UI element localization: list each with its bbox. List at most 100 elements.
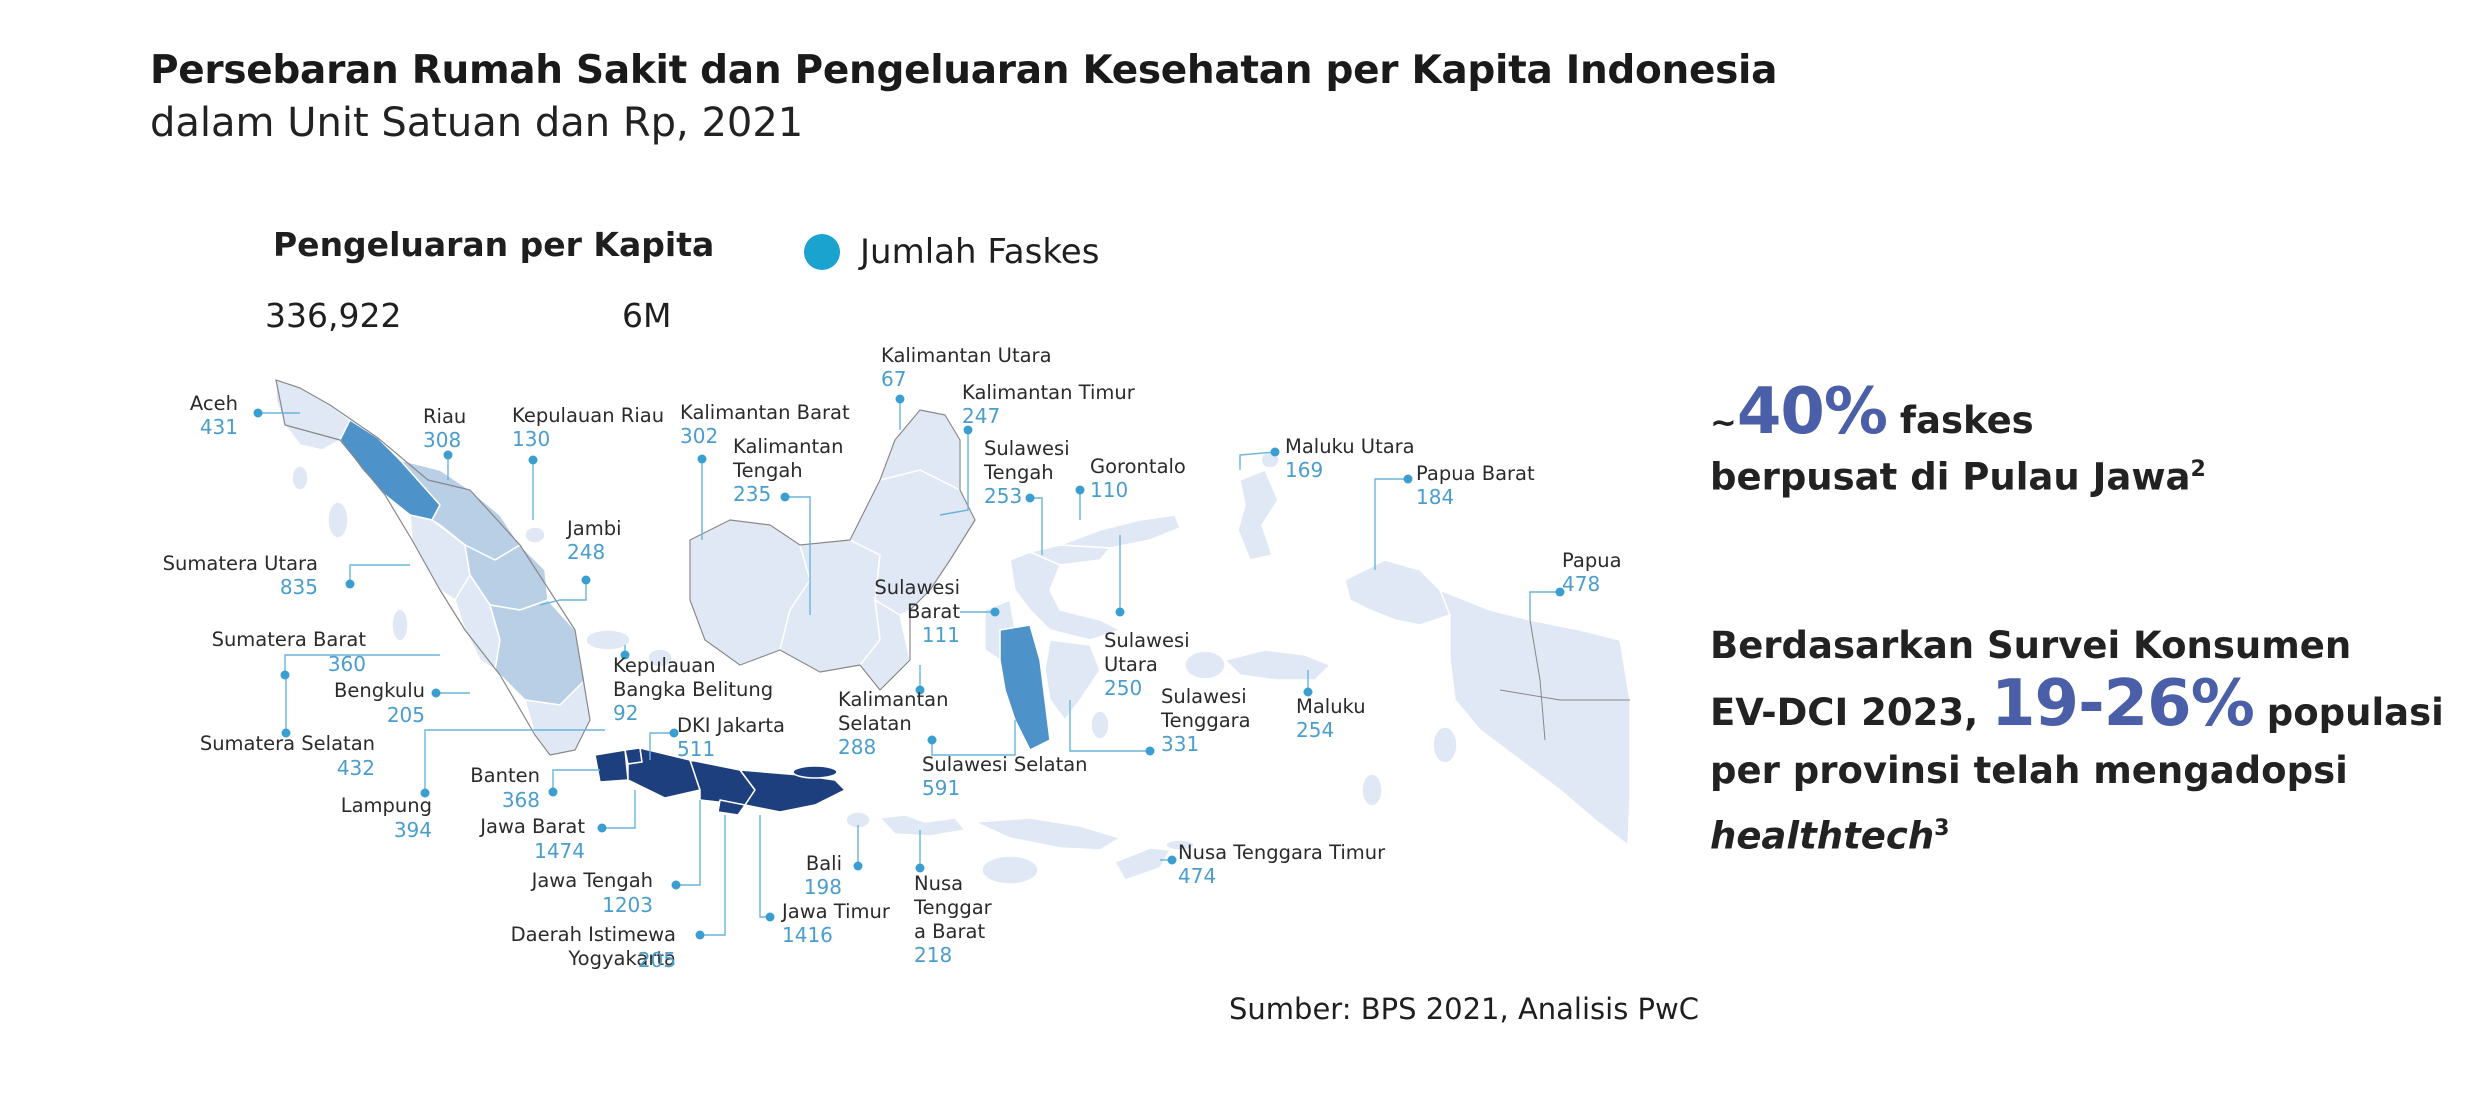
stat2-line2-a: EV-DCI 2023, <box>1710 691 1979 734</box>
map-label-value-maluku-utara: 169 <box>1285 458 1323 482</box>
region-papua-barat <box>1344 559 1451 626</box>
map-label-name-jawa-tengah: Jawa Tengah <box>530 869 653 892</box>
map-marker-dki-jakarta <box>669 728 679 738</box>
island-madura <box>792 765 838 779</box>
stat-java-concentration: ~40% faskes berpusat di Pulau Jawa2 <box>1710 380 2206 501</box>
map-label-name-banten: Banten <box>470 764 540 787</box>
map-label-value-jawa-barat: 1474 <box>534 839 585 863</box>
map-marker-sumatera-barat <box>280 670 290 680</box>
map-marker-kalimantan-utara <box>895 394 905 404</box>
map-marker-bali <box>853 861 863 871</box>
map-marker-banten <box>548 787 558 797</box>
region-sumatera-selatan <box>489 599 586 706</box>
map-label-name-jambi: Jambi <box>565 517 622 540</box>
map-label-value-lampung: 394 <box>394 818 432 842</box>
sumatra-outline <box>275 379 591 756</box>
map-marker-maluku <box>1303 687 1313 697</box>
island-simeulue <box>291 465 309 491</box>
map-marker-sulawesi-barat <box>990 607 1000 617</box>
legend-min-value: 336,922 <box>265 296 402 335</box>
map-marker-jawa-barat <box>597 823 607 833</box>
map-label-value-kalimantan-utara: 67 <box>881 367 906 391</box>
map-label-value-kalimantan-tengah: 235 <box>733 482 771 506</box>
stat1-tilde: ~ <box>1710 403 1737 441</box>
map-marker-sulawesi-utara <box>1115 607 1125 617</box>
region-sulawesi-tenggara <box>1044 639 1101 721</box>
map-label-value-jawa-timur: 1416 <box>782 923 833 947</box>
map-label-value-kalimantan-selatan: 288 <box>838 735 876 759</box>
map-label-name-papua: Papua <box>1562 549 1622 572</box>
map-regions <box>275 379 1631 885</box>
map-label-value-kepulauan-riau: 130 <box>512 427 550 451</box>
stat-healthtech-adoption: Berdasarkan Survei Konsumen EV-DCI 2023,… <box>1710 617 2444 865</box>
map-marker-papua-barat <box>1403 474 1413 484</box>
map-marker-sulawesi-tengah <box>1025 493 1035 503</box>
map-label-name-sumatera-utara: Sumatera Utara <box>163 552 318 575</box>
map-label-name-bali: Bali <box>806 852 842 875</box>
island-belitung <box>647 648 673 668</box>
map-label-value-jambi: 248 <box>567 540 605 564</box>
map-label-name-papua-barat: Papua Barat <box>1416 462 1535 485</box>
stat1-line2: berpusat di Pulau Jawa <box>1710 455 2191 499</box>
map-label-name-sulawesi-utara: Sulawesi Utara <box>1104 629 1190 676</box>
map-marker-papua <box>1555 587 1565 597</box>
map-label-name-gorontalo: Gorontalo <box>1090 455 1186 478</box>
region-nusa-tenggara-barat <box>879 814 966 837</box>
stat1-footnote: 2 <box>2190 457 2206 482</box>
map-label-name-kalimantan-utara: Kalimantan Utara <box>881 344 1052 367</box>
island-timor <box>1114 847 1171 881</box>
region-sulawesi-utara <box>1059 514 1181 549</box>
map-label-value-papua-barat: 184 <box>1416 485 1454 509</box>
region-daerah-istimewa-yogyakarta <box>717 799 746 816</box>
map-marker-kepulauan-riau <box>528 455 538 465</box>
stat1-percentage: 40% <box>1736 375 1888 449</box>
map-marker-gorontalo <box>1075 485 1085 495</box>
map-label-value-nusa-tenggara-timur: 474 <box>1178 864 1216 888</box>
map-label-value-sulawesi-selatan: 591 <box>922 776 960 800</box>
map-marker-nusa-tenggara-barat <box>915 863 925 873</box>
map-marker-sulawesi-selatan <box>927 735 937 745</box>
stat2-percentage: 19-26% <box>1991 667 2255 741</box>
island-bangka <box>585 629 631 651</box>
region-dki-jakarta <box>624 747 643 765</box>
map-label-name-sulawesi-selatan: Sulawesi Selatan <box>922 753 1088 776</box>
map-marker-jawa-timur <box>765 912 775 922</box>
map-marker-bengkulu <box>431 688 441 698</box>
map-marker-kalimantan-barat <box>697 454 707 464</box>
map-marker-riau <box>443 450 453 460</box>
legend-title: Pengeluaran per Kapita <box>273 225 715 264</box>
map-label-value-banten: 368 <box>502 788 540 812</box>
legend-faskes-label: Jumlah Faskes <box>860 232 1100 272</box>
island-nias <box>327 501 349 539</box>
map-label-name-kalimantan-timur: Kalimantan Timur <box>962 381 1136 404</box>
map-label-name-kalimantan-barat: Kalimantan Barat <box>680 401 850 424</box>
map-label-name-sulawesi-tenggara: Sulawesi Tenggara <box>1160 685 1251 732</box>
island-riau-islands <box>524 526 546 544</box>
kalimantan-outline <box>689 409 976 691</box>
map-label-value-jawa-tengah: 1203 <box>602 893 653 917</box>
legend-faskes-dot-icon <box>804 234 840 270</box>
region-nusa-tenggara-timur <box>974 817 1121 851</box>
map-label-name-kepulauan-bangka-belitung: Kepulauan Bangka Belitung <box>613 654 773 701</box>
map-marker-kalimantan-tengah <box>780 492 790 502</box>
map-label-value-sumatera-barat: 360 <box>328 652 366 676</box>
region-sulawesi-selatan <box>999 624 1051 751</box>
map-label-name-daerah-istimewa-yogyakarta: Daerah Istimewa Yogyakarta <box>511 923 676 970</box>
region-maluku-utara <box>1237 469 1279 561</box>
